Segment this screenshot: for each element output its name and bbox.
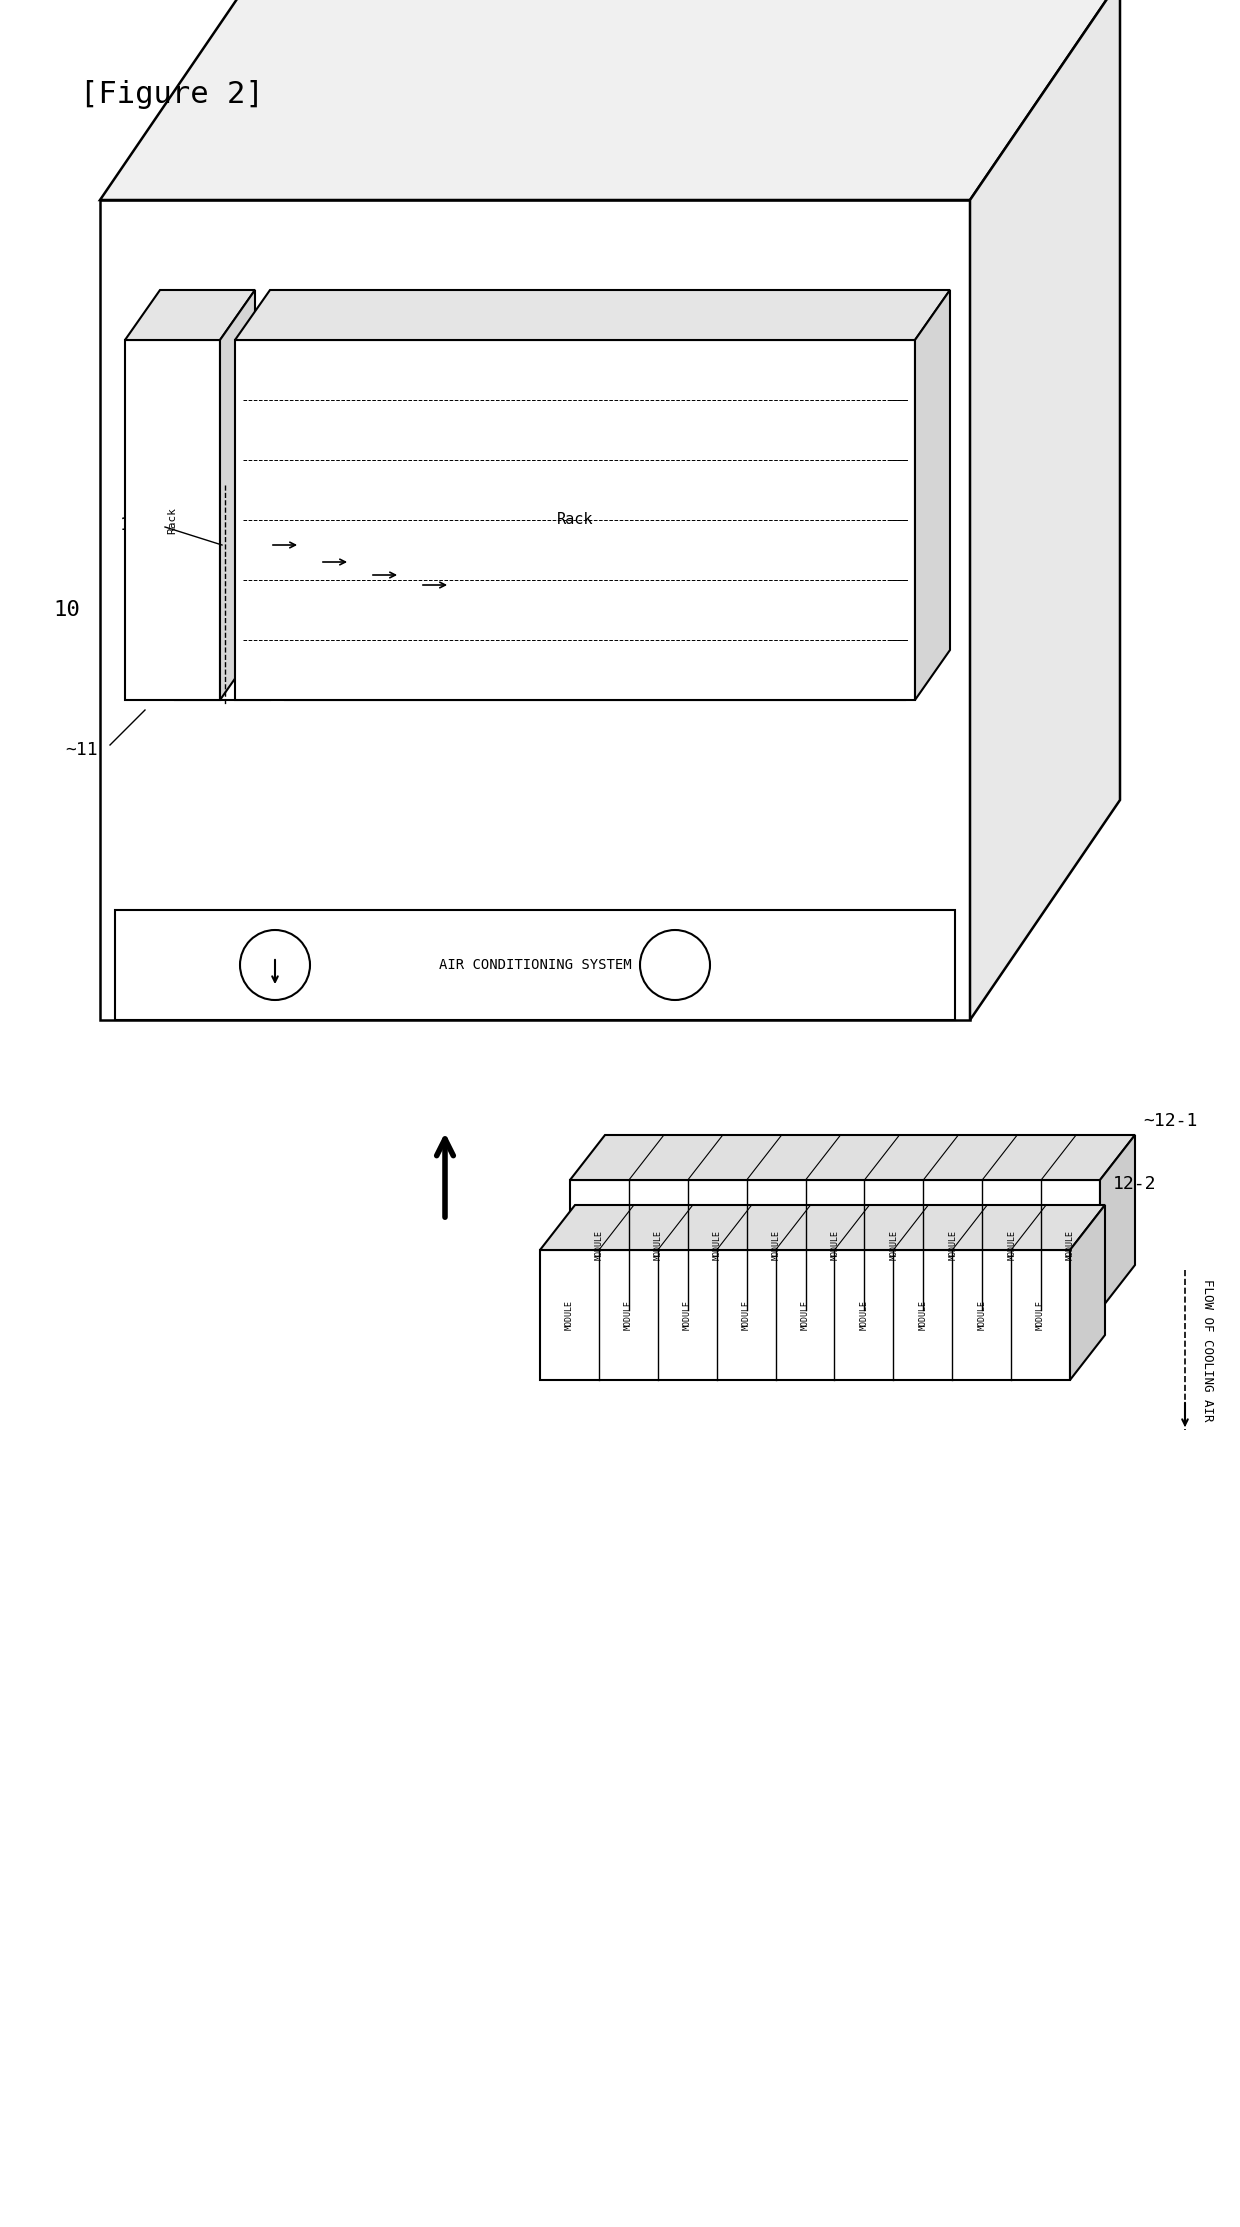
- Polygon shape: [275, 414, 405, 465]
- Text: 12: 12: [120, 517, 141, 534]
- Text: MODULE: MODULE: [742, 1301, 750, 1330]
- Polygon shape: [420, 445, 455, 675]
- Text: Rack: Rack: [644, 577, 681, 592]
- Polygon shape: [325, 445, 455, 494]
- Polygon shape: [100, 0, 1120, 200]
- Polygon shape: [370, 414, 405, 686]
- Text: MODULE: MODULE: [565, 1301, 574, 1330]
- Text: MODULE: MODULE: [1007, 1229, 1016, 1260]
- Polygon shape: [275, 465, 370, 686]
- Polygon shape: [539, 1205, 1105, 1249]
- Polygon shape: [435, 494, 890, 675]
- Polygon shape: [890, 445, 925, 675]
- Polygon shape: [125, 290, 255, 341]
- Polygon shape: [895, 414, 930, 686]
- Text: ~12-1: ~12-1: [1143, 1111, 1198, 1129]
- Polygon shape: [335, 381, 935, 430]
- Polygon shape: [570, 1136, 1135, 1180]
- Polygon shape: [335, 430, 900, 695]
- Text: MODULE: MODULE: [949, 1229, 957, 1260]
- Text: Rack: Rack: [367, 572, 377, 599]
- Polygon shape: [570, 1180, 1100, 1309]
- Text: MODULE: MODULE: [713, 1229, 722, 1260]
- Polygon shape: [236, 341, 915, 699]
- Polygon shape: [125, 341, 219, 699]
- Text: MODULE: MODULE: [831, 1229, 839, 1260]
- Polygon shape: [224, 381, 355, 430]
- Polygon shape: [915, 290, 950, 699]
- Polygon shape: [325, 494, 420, 675]
- Text: MODULE: MODULE: [977, 1301, 986, 1330]
- Polygon shape: [900, 381, 935, 695]
- Text: MODULE: MODULE: [653, 1229, 663, 1260]
- Polygon shape: [175, 341, 305, 390]
- Text: Rack: Rack: [599, 555, 635, 570]
- Text: MODULE: MODULE: [889, 1229, 899, 1260]
- Polygon shape: [970, 0, 1120, 1020]
- Polygon shape: [539, 1249, 1070, 1381]
- Text: MODULE: MODULE: [771, 1229, 781, 1260]
- Polygon shape: [905, 341, 940, 699]
- Polygon shape: [384, 465, 895, 686]
- Polygon shape: [219, 290, 255, 699]
- Text: 10: 10: [53, 599, 81, 619]
- Text: MODULE: MODULE: [683, 1301, 692, 1330]
- Text: 12-2: 12-2: [1114, 1176, 1157, 1194]
- Text: MODULE: MODULE: [595, 1229, 604, 1260]
- Polygon shape: [224, 430, 320, 695]
- Text: MODULE: MODULE: [801, 1301, 810, 1330]
- Polygon shape: [320, 381, 355, 695]
- Text: AIR CONDITIONING SYSTEM: AIR CONDITIONING SYSTEM: [439, 958, 631, 971]
- Text: Rack: Rack: [167, 506, 177, 534]
- Polygon shape: [384, 414, 930, 465]
- Text: MODULE: MODULE: [1037, 1301, 1045, 1330]
- Text: Rack: Rack: [557, 512, 593, 528]
- Text: MODULE: MODULE: [859, 1301, 868, 1330]
- Text: MODULE: MODULE: [624, 1301, 632, 1330]
- Text: MODULE: MODULE: [919, 1301, 928, 1330]
- Text: [Figure 2]: [Figure 2]: [81, 80, 264, 109]
- Text: Rack: Rack: [317, 561, 327, 588]
- Polygon shape: [435, 445, 925, 494]
- Polygon shape: [270, 341, 305, 699]
- Text: Rack: Rack: [217, 532, 227, 559]
- Bar: [115, 911, 955, 1020]
- Polygon shape: [1100, 1136, 1135, 1309]
- Text: Rack: Rack: [621, 568, 658, 583]
- Polygon shape: [1070, 1205, 1105, 1381]
- Polygon shape: [285, 341, 940, 390]
- Polygon shape: [236, 290, 950, 341]
- Polygon shape: [285, 390, 905, 699]
- Polygon shape: [100, 200, 970, 1020]
- Text: MODULE: MODULE: [1066, 1229, 1075, 1260]
- Text: ~11: ~11: [64, 742, 98, 759]
- Text: FLOW OF COOLING AIR: FLOW OF COOLING AIR: [1200, 1278, 1214, 1421]
- Text: Rack: Rack: [577, 537, 614, 552]
- Text: Rack: Rack: [267, 548, 277, 575]
- Polygon shape: [175, 390, 270, 699]
